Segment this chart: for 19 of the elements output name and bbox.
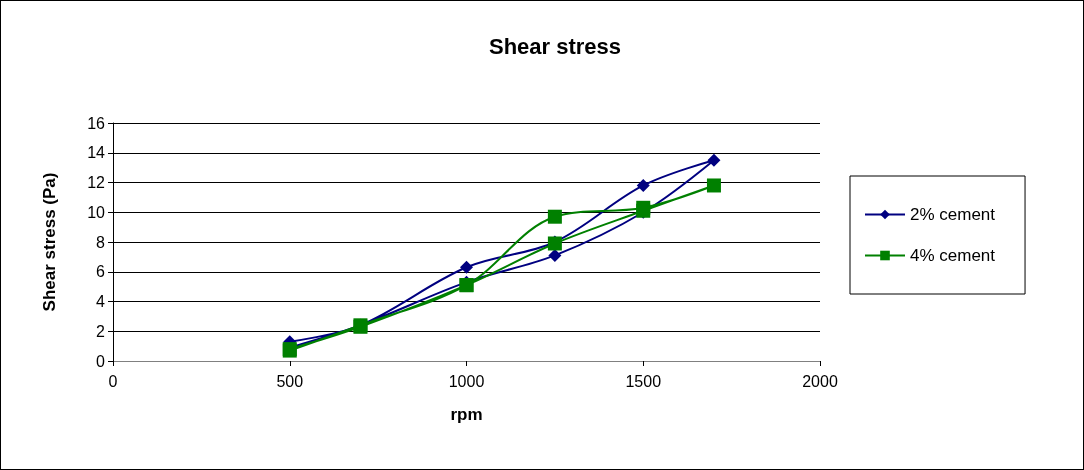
chart-title: Shear stress xyxy=(488,33,622,59)
x-tick-label: 2000 xyxy=(802,372,838,390)
legend-label: 4% cement xyxy=(910,246,996,265)
y-tick-label: 6 xyxy=(96,263,106,281)
x-tick-label: 1000 xyxy=(448,372,485,390)
y-tick-label: 8 xyxy=(96,233,106,251)
y-tick-label: 14 xyxy=(87,144,106,162)
y-axis-title: Shear stress (Pa) xyxy=(40,172,59,312)
y-tick-label: 2 xyxy=(96,322,106,340)
x-axis-title: rpm xyxy=(450,405,483,424)
legend-label: 2% cement xyxy=(910,205,996,224)
y-tick-label: 16 xyxy=(87,114,106,132)
y-tick-label: 10 xyxy=(87,203,106,221)
x-tick-label: 0 xyxy=(108,372,118,390)
x-tick-label: 1500 xyxy=(625,372,662,390)
x-tick-label: 500 xyxy=(276,372,304,390)
y-tick-label: 12 xyxy=(87,174,106,191)
y-tick-label: 0 xyxy=(96,352,106,370)
y-tick-label: 4 xyxy=(96,293,106,310)
